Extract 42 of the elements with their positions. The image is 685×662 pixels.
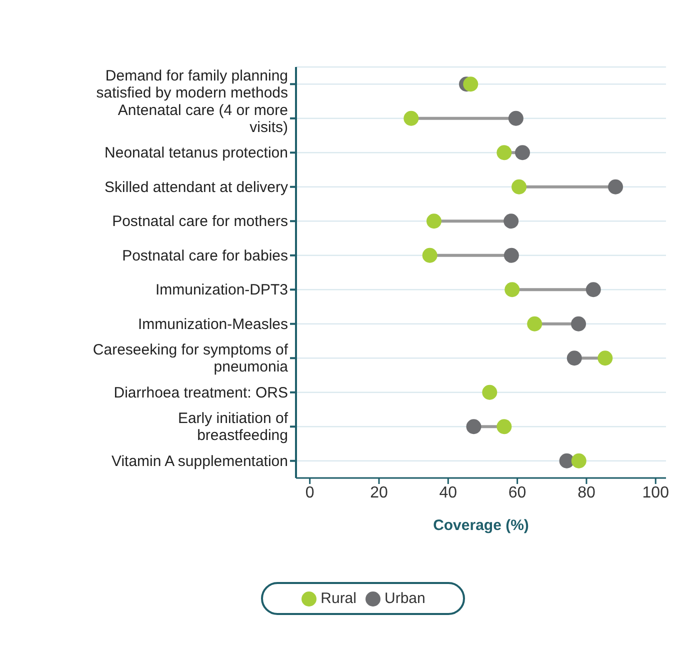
point bbox=[512, 179, 527, 194]
point bbox=[496, 145, 512, 160]
y-tick-label: Antenatal care (4 or more visits) bbox=[118, 101, 288, 136]
point bbox=[571, 316, 586, 332]
y-tick-label: Careseeking for symptoms of pneumonia bbox=[92, 341, 289, 376]
y-tick-label: Immunization-Measles bbox=[138, 315, 288, 332]
x-axis-title: Coverage (%) bbox=[433, 517, 529, 534]
point bbox=[422, 248, 438, 263]
point bbox=[527, 316, 542, 332]
point bbox=[496, 419, 512, 434]
y-tick-label: Immunization-DPT3 bbox=[155, 281, 288, 298]
point bbox=[504, 248, 519, 263]
point bbox=[404, 110, 419, 126]
y-tick-label: Demand for family planning satisfied by modern methods bbox=[96, 67, 288, 102]
y-tick-label: Skilled attendant at delivery bbox=[104, 178, 288, 196]
point bbox=[426, 214, 442, 229]
legend-label: Urban bbox=[384, 590, 426, 607]
x-tick-label: 60 bbox=[508, 484, 526, 502]
x-tick-label: 100 bbox=[642, 484, 670, 502]
y-tick-label: Diarrhoea treatment: ORS bbox=[114, 384, 288, 401]
y-tick-label: Early initiation of breastfeeding bbox=[178, 410, 289, 444]
x-tick-label: 80 bbox=[578, 484, 596, 502]
point bbox=[566, 350, 582, 366]
point bbox=[514, 145, 530, 160]
point bbox=[463, 76, 478, 92]
point bbox=[586, 282, 601, 298]
point bbox=[466, 419, 482, 434]
y-tick-label: Vitamin A supplementation bbox=[111, 452, 288, 470]
y-tick-label: Postnatal care for babies bbox=[122, 246, 288, 264]
point bbox=[504, 282, 520, 298]
point bbox=[608, 179, 624, 194]
point bbox=[571, 453, 586, 468]
x-tick-label: 0 bbox=[305, 484, 314, 502]
point bbox=[504, 214, 519, 229]
point bbox=[598, 350, 613, 366]
x-tick-label: 40 bbox=[439, 484, 458, 502]
y-tick-label: Postnatal care for mothers bbox=[112, 212, 288, 230]
point bbox=[508, 110, 524, 126]
point bbox=[482, 384, 498, 400]
x-tick-label: 20 bbox=[370, 484, 388, 502]
y-tick-label: Neonatal tetanus protection bbox=[104, 144, 288, 162]
legend-label: Rural bbox=[320, 590, 356, 607]
